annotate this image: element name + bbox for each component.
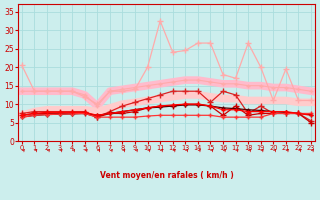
X-axis label: Vent moyen/en rafales ( km/h ): Vent moyen/en rafales ( km/h ) [100,171,233,180]
